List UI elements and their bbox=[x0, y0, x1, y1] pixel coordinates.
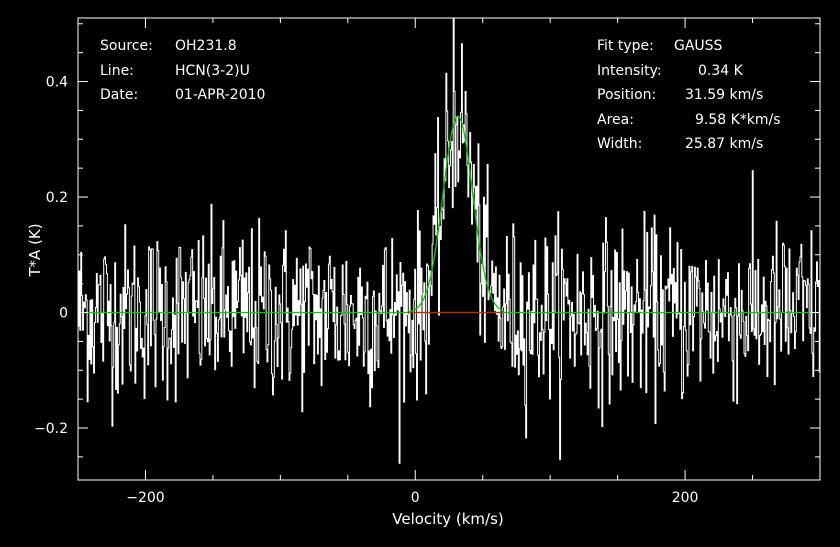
y-axis-label: T*A (K) bbox=[26, 223, 44, 277]
info-right: Fit type: GAUSS Intensity: 0.34 K Positi… bbox=[597, 38, 781, 152]
y-axis-label-group: T*A (K) bbox=[26, 223, 44, 277]
x-tick-label: 0 bbox=[411, 490, 420, 506]
y-tick-label: −0.2 bbox=[34, 421, 68, 437]
info-intensity-key: Intensity: bbox=[597, 63, 662, 79]
info-width-value: 25.87 km/s bbox=[685, 136, 763, 152]
info-position-value: 31.59 km/s bbox=[685, 87, 763, 103]
gauss-fit-curve bbox=[408, 115, 504, 313]
info-width-key: Width: bbox=[597, 136, 642, 152]
y-tick-label: 0.2 bbox=[46, 190, 68, 206]
info-intensity-value: 0.34 K bbox=[698, 63, 744, 79]
x-tick-label: 200 bbox=[672, 490, 699, 506]
info-source-key: Source: bbox=[100, 38, 153, 54]
info-fit-type-value: GAUSS bbox=[674, 38, 723, 54]
info-line-value: HCN(3-2)U bbox=[175, 63, 250, 79]
info-position-key: Position: bbox=[597, 87, 656, 103]
info-fit-type-key: Fit type: bbox=[597, 38, 654, 54]
axes-frame bbox=[77, 17, 821, 481]
info-date-key: Date: bbox=[100, 87, 138, 103]
x-tick-label: −200 bbox=[126, 490, 164, 506]
axes: −200 0 200 −0.2 0 0.2 0.4 bbox=[34, 17, 821, 506]
info-area-value: 9.58 K*km/s bbox=[695, 112, 781, 128]
y-tick-label: 0.4 bbox=[46, 75, 68, 91]
info-source-value: OH231.8 bbox=[175, 38, 237, 54]
plot-area bbox=[78, 18, 820, 464]
info-line-key: Line: bbox=[100, 63, 134, 79]
info-date-value: 01-APR-2010 bbox=[175, 87, 265, 103]
spectrum-line bbox=[78, 18, 820, 464]
info-area-key: Area: bbox=[597, 112, 634, 128]
x-axis-label: Velocity (km/s) bbox=[392, 510, 503, 528]
y-tick-label: 0 bbox=[59, 306, 68, 322]
info-left: Source: OH231.8 Line: HCN(3-2)U Date: 01… bbox=[100, 38, 265, 103]
